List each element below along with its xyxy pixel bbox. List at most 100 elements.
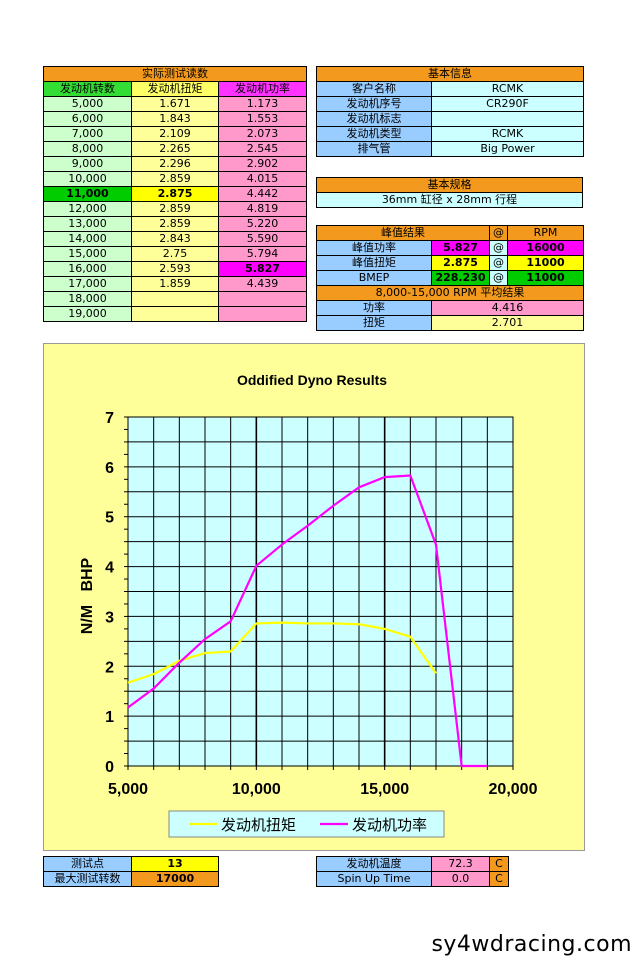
readings-table: 实际测试读数 发动机转数 发动机扭矩 发动机功率 5,000 1.671 1.173… <box>42 66 308 322</box>
power-cell: 5.827 <box>217 261 308 277</box>
rpm-cell: 5,000 <box>43 96 132 112</box>
at-sign: @ <box>489 240 508 256</box>
torque-cell: 2.75 <box>131 246 219 262</box>
temp-unit: C <box>489 856 509 872</box>
info-value: RCMK <box>431 81 584 97</box>
peak-label: 峰值功率 <box>316 240 432 256</box>
dyno-chart: Oddified Dyno Results 0 1 2 3 4 5 6 7 5,000 10,00… <box>79 372 538 838</box>
torque-cell: 2.875 <box>131 186 219 202</box>
average-torque-value: 2.701 <box>431 315 584 331</box>
rpm-cell: 7,000 <box>43 126 132 142</box>
x-tick-label: 5,000 <box>108 781 148 798</box>
torque-cell: 2.859 <box>131 201 219 217</box>
max-rpm-value: 17000 <box>131 871 219 887</box>
rpm-header: RPM <box>507 225 584 241</box>
chart-panel: Oddified Dyno Results 0 1 2 3 4 5 6 7 5,000 10,00… <box>43 343 585 851</box>
torque-cell: 1.859 <box>131 276 219 292</box>
table-row: 7,000 2.109 2.073 <box>43 126 308 142</box>
torque-cell: 1.843 <box>131 111 219 127</box>
test-points-value: 13 <box>131 856 219 872</box>
rpm-cell: 16,000 <box>43 261 132 277</box>
specs-table: 基本规格 36mm 缸径 x 28mm 行程 <box>316 177 583 208</box>
spin-up-value: 0.0 <box>431 871 490 887</box>
torque-cell: 2.843 <box>131 231 219 247</box>
series-line-0 <box>127 621 437 684</box>
rpm-cell: 15,000 <box>43 246 132 262</box>
rpm-cell: 10,000 <box>43 171 132 187</box>
chart-title: Oddified Dyno Results <box>237 372 387 388</box>
peak-torque-rpm: 11000 <box>507 255 584 271</box>
table-row: 12,000 2.859 4.819 <box>43 201 308 217</box>
header-torque: 发动机扭矩 <box>131 81 219 97</box>
torque-cell: 2.296 <box>131 156 219 172</box>
power-cell: 5.220 <box>217 216 308 232</box>
legend-label: 发动机扭矩 <box>221 816 296 834</box>
test-points-label: 测试点 <box>43 856 132 872</box>
rpm-cell: 6,000 <box>43 111 132 127</box>
torque-cell: 2.265 <box>131 141 219 157</box>
table-row: 18,000 <box>43 291 308 307</box>
watermark: sy4wdracing.com <box>431 932 632 957</box>
power-cell: 2.073 <box>217 126 308 142</box>
info-value: RCMK <box>431 126 584 142</box>
table-row: 6,000 1.843 1.553 <box>43 111 308 127</box>
spin-up-label: Spin Up Time <box>316 871 432 887</box>
rpm-cell: 8,000 <box>43 141 132 157</box>
info-value: Big Power <box>431 141 584 157</box>
x-tick-label: 10,000 <box>232 781 281 798</box>
x-tick-label: 20,000 <box>489 781 538 798</box>
y-tick-label: 2 <box>105 659 114 676</box>
power-cell: 1.173 <box>217 96 308 112</box>
info-label: 排气管 <box>316 141 432 157</box>
rpm-cell: 19,000 <box>43 306 132 322</box>
table-row: 8,000 2.265 2.545 <box>43 141 308 157</box>
peak-torque-value: 2.875 <box>431 255 490 271</box>
bmep-rpm: 11000 <box>507 270 584 286</box>
y-tick-label: 4 <box>105 560 114 577</box>
power-cell: 5.794 <box>217 246 308 262</box>
legend-label: 发动机功率 <box>352 816 427 834</box>
rpm-cell: 13,000 <box>43 216 132 232</box>
basic-info-title: 基本信息 <box>316 66 584 82</box>
test-points-table: 测试点 13 最大测试转数 17000 <box>43 856 219 887</box>
peak-title: 峰值结果 <box>316 225 490 241</box>
info-label: 客户名称 <box>316 81 432 97</box>
engine-temp-label: 发动机温度 <box>316 856 432 872</box>
spin-up-unit: C <box>489 871 509 887</box>
average-power-value: 4.416 <box>431 300 584 316</box>
info-label: 发动机序号 <box>316 96 432 112</box>
rpm-cell: 18,000 <box>43 291 132 307</box>
readings-title: 实际测试读数 <box>42 66 308 82</box>
at-sign: @ <box>489 270 508 286</box>
table-row: 13,000 2.859 5.220 <box>43 216 308 232</box>
table-row: 9,000 2.296 2.902 <box>43 156 308 172</box>
engine-temp-table: 发动机温度 72.3 C Spin Up Time 0.0 C <box>316 856 509 887</box>
peak-label: 峰值扭矩 <box>316 255 432 271</box>
header-power: 发动机功率 <box>217 81 308 97</box>
y-tick-label: 3 <box>105 609 114 626</box>
torque-cell: 2.859 <box>131 171 219 187</box>
torque-cell: 1.671 <box>131 96 219 112</box>
peak-power-value: 5.827 <box>431 240 490 256</box>
basic-info-table: 基本信息 客户名称 RCMK 发动机序号 CR290F 发动机标志 发动机类型 RCM… <box>316 66 584 157</box>
table-row: 16,000 2.593 5.827 <box>43 261 308 277</box>
power-cell: 4.015 <box>217 171 308 187</box>
specs-value: 36mm 缸径 x 28mm 行程 <box>316 192 583 208</box>
rpm-cell: 9,000 <box>43 156 132 172</box>
y-tick-label: 1 <box>105 709 114 726</box>
y-axis-label: N/M BHP <box>79 557 96 634</box>
torque-cell: 2.859 <box>131 216 219 232</box>
table-row: 14,000 2.843 5.590 <box>43 231 308 247</box>
power-cell <box>217 291 308 307</box>
torque-cell <box>131 291 219 307</box>
table-row: 5,000 1.671 1.173 <box>43 96 308 112</box>
header-rpm: 发动机转数 <box>43 81 132 97</box>
specs-title: 基本规格 <box>316 177 583 193</box>
power-cell: 2.902 <box>217 156 308 172</box>
table-row: 10,000 2.859 4.015 <box>43 171 308 187</box>
series-line-1 <box>127 474 488 768</box>
y-tick-label: 7 <box>105 410 114 427</box>
table-row: 11,000 2.875 4.442 <box>43 186 308 202</box>
at-sign: @ <box>489 255 508 271</box>
y-tick-label: 0 <box>105 759 114 776</box>
